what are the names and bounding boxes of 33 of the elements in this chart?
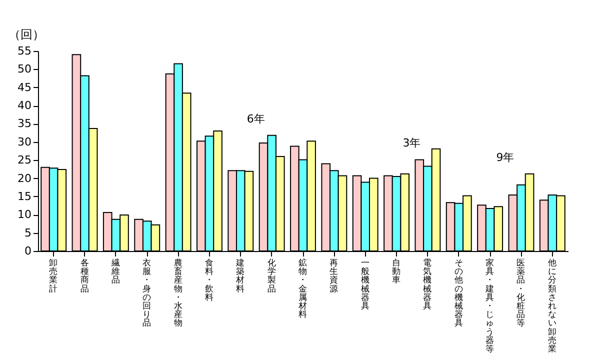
x-tick-label: 食料・飲料 [204,258,214,303]
x-tick-label: 衣服・身の回り品 [142,258,152,329]
y-tick-label: 20 [18,172,32,185]
annotation: 9年 [496,150,514,164]
y-tick-label: 40 [18,99,32,112]
x-tick-label: 各種商品 [80,258,90,294]
y-tick-label: 25 [18,154,32,167]
x-tick-label: 卸売業計 [49,258,58,294]
x-tick-label: 農畜産物・水産物 [174,258,183,329]
x-tick-label: 建築材料 [235,258,246,294]
x-tick-label: 再生資源 [330,258,339,294]
y-tick-label: 15 [18,190,32,203]
y-tick-label: 10 [18,208,32,222]
y-tick-label: 45 [18,80,32,94]
x-tick-label: 鉱物・金属材料 [298,258,308,320]
y-tick-label: 5 [24,226,32,240]
annotation: 3年 [402,136,421,150]
y-tick-label: 50 [18,62,32,76]
x-tick-label: 一般機械器具 [360,258,370,312]
y-tick-label: 35 [18,117,32,130]
y-tick-label: 55 [18,44,32,58]
x-tick-label: 電気機械器具 [423,258,432,312]
category-label: 他に分類されない卸売業 [548,258,557,354]
x-tick-label: 自動車 [392,258,402,286]
x-tick-label: 繊維品 [110,258,120,286]
y-axis-title: （回） [8,28,44,42]
y-tick-label: 30 [18,135,32,148]
y-tick-label: 0 [24,244,32,258]
annotation: 6年 [246,112,265,126]
x-tick-label: その他の機械器具 [454,258,464,329]
x-tick-label: 医薬品・化粧品等 [516,258,526,329]
x-tick-label: 化学製品 [267,258,276,294]
category-label: 家具・建具・じゅう器等 [486,258,495,354]
